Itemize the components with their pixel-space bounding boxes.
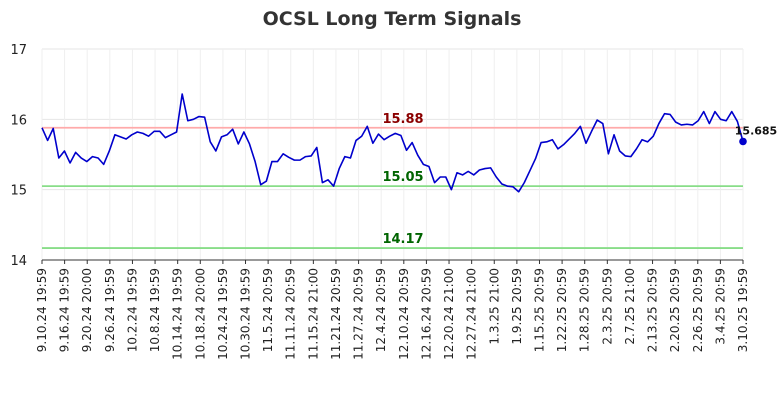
x-tick-label: 9.16.24 19:59 xyxy=(58,268,72,352)
x-tick-label: 1.22.25 20:59 xyxy=(555,268,569,352)
last-price-point xyxy=(739,137,747,146)
signal-level-label: 14.17 xyxy=(382,232,423,247)
x-tick-label: 2.20.25 20:59 xyxy=(668,268,682,352)
x-tick-label: 11.5.24 20:59 xyxy=(261,268,275,352)
x-tick-label: 2.7.25 21:00 xyxy=(623,268,637,345)
x-tick-label: 3.10.25 19:59 xyxy=(736,268,750,352)
price-line xyxy=(41,93,744,193)
x-tick-label: 1.28.25 20:59 xyxy=(578,268,592,352)
x-tick-label: 11.11.24 20:59 xyxy=(284,268,298,360)
x-tick-label: 10.14.24 19:59 xyxy=(171,268,185,360)
x-tick-label: 12.16.24 20:59 xyxy=(419,268,433,360)
x-tick-label: 2.3.25 20:59 xyxy=(600,268,614,345)
y-tick-label: 17 xyxy=(10,43,27,58)
x-tick-label: 10.24.24 19:59 xyxy=(216,268,230,360)
x-tick-label: 12.4.24 20:59 xyxy=(374,268,388,352)
x-tick-label: 9.10.24 19:59 xyxy=(35,268,49,352)
x-tick-label: 9.26.24 19:59 xyxy=(103,268,117,352)
chart-title: OCSL Long Term Signals xyxy=(263,8,522,30)
signal-level-label: 15.88 xyxy=(382,112,423,127)
x-tick-label: 10.30.24 19:59 xyxy=(239,268,253,360)
x-tick-label: 12.10.24 20:59 xyxy=(397,268,411,360)
y-tick-label: 14 xyxy=(10,254,27,269)
x-tick-label: 3.4.25 20:59 xyxy=(713,268,727,345)
x-tick-label: 10.18.24 20:00 xyxy=(193,268,207,360)
x-tick-label: 2.26.25 20:59 xyxy=(691,268,705,352)
last-price-label: 15.685 xyxy=(735,124,777,137)
signal-levels xyxy=(42,126,743,249)
x-tick-label: 11.15.24 21:00 xyxy=(306,268,320,360)
x-tick-label: 11.27.24 20:59 xyxy=(352,268,366,360)
x-tick-label: 9.20.24 20:00 xyxy=(80,268,94,352)
signal-level-label: 15.05 xyxy=(382,170,423,185)
x-tick-label: 1.3.25 21:00 xyxy=(487,268,501,345)
x-axis-ticks: 9.10.24 19:59 9.16.24 19:59 9.20.24 20:00 9… xyxy=(35,260,750,360)
grid xyxy=(41,48,744,261)
y-tick-label: 16 xyxy=(10,113,27,128)
y-tick-label: 15 xyxy=(10,184,27,199)
x-tick-label: 12.27.24 21:00 xyxy=(465,268,479,360)
x-tick-label: 1.15.25 20:59 xyxy=(532,268,546,352)
x-tick-label: 2.13.25 20:59 xyxy=(646,268,660,352)
x-tick-label: 10.2.24 19:59 xyxy=(125,268,139,352)
x-tick-label: 1.9.25 20:59 xyxy=(510,268,524,345)
annotations: 15.88 15.05 14.17 15.685 xyxy=(382,112,777,247)
series-layer xyxy=(41,93,747,193)
x-tick-label: 11.21.24 20:59 xyxy=(329,268,343,360)
y-axis-ticks: 14 15 16 17 xyxy=(10,43,27,269)
x-tick-label: 12.20.24 21:00 xyxy=(442,268,456,360)
x-tick-label: 10.8.24 19:59 xyxy=(148,268,162,352)
